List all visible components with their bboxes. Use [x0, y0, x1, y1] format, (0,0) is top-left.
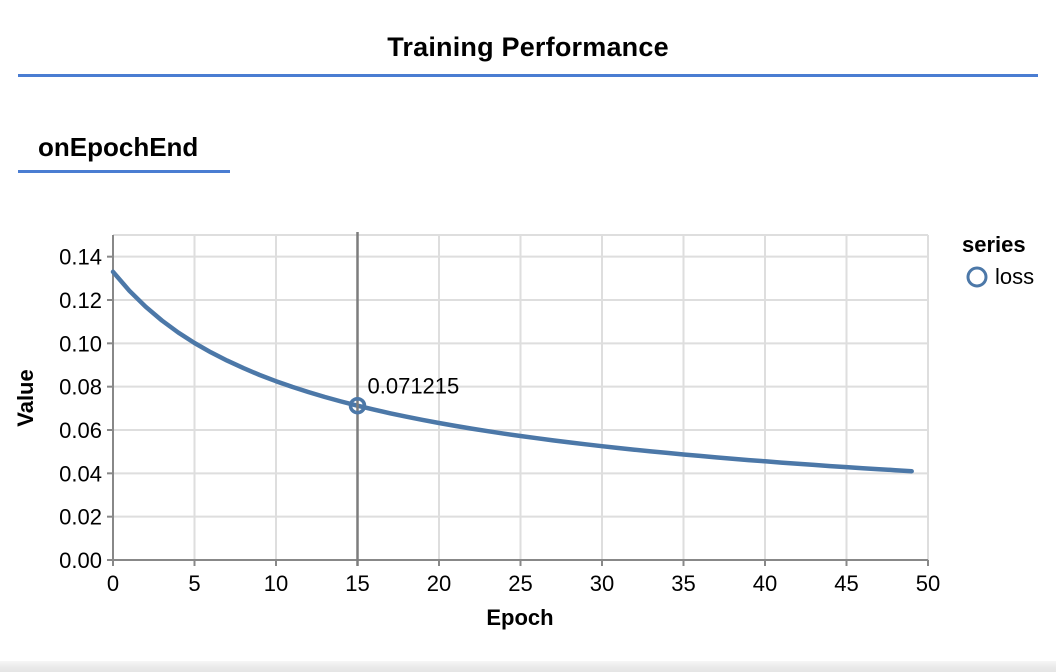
- legend-title: series: [962, 232, 1026, 257]
- series-layer: [110, 269, 914, 474]
- x-tick-label: 25: [508, 571, 532, 596]
- x-axis-title: Epoch: [486, 605, 553, 630]
- x-tick-label: 0: [107, 571, 119, 596]
- y-axis-title: Value: [13, 369, 38, 426]
- x-tick-label: 5: [188, 571, 200, 596]
- y-tick-label: 0.10: [59, 331, 102, 356]
- x-tick-label: 15: [345, 571, 369, 596]
- y-tick-label: 0.00: [59, 548, 102, 573]
- section-heading: onEpochEnd: [38, 132, 199, 162]
- hover-layer: [348, 232, 367, 566]
- x-tick-label: 50: [916, 571, 940, 596]
- loss-line: [110, 269, 914, 474]
- legend-loss-symbol-icon: [966, 266, 988, 288]
- title-rule: [18, 74, 1038, 77]
- y-tick-label: 0.14: [59, 245, 102, 270]
- plot-area[interactable]: [113, 235, 928, 560]
- y-tick-label: 0.12: [59, 288, 102, 313]
- legend-loss-label: loss: [995, 264, 1034, 289]
- section-underline: [18, 170, 230, 173]
- grid-layer: [113, 234, 929, 560]
- y-tick-label: 0.08: [59, 375, 102, 400]
- tooltip-value-label: 0.071215: [368, 374, 460, 399]
- x-tick-label: 45: [834, 571, 858, 596]
- axis-layer: 0 5 10 15 20 25 30 35 40 45 50 0.00 0.02 0.04 0.06 0.08…: [59, 235, 940, 596]
- y-tick-label: 0.06: [59, 418, 102, 443]
- legend: series loss: [962, 232, 1034, 289]
- y-tick-label: 0.02: [59, 505, 102, 530]
- x-tick-label: 30: [590, 571, 614, 596]
- x-tick-label: 10: [264, 571, 288, 596]
- panel-title: Training Performance: [387, 32, 669, 62]
- y-tick-label: 0.04: [59, 461, 102, 486]
- x-tick-label: 20: [427, 571, 451, 596]
- highlight-point-marker: [348, 396, 367, 415]
- visor-bottom-edge: [0, 661, 1056, 672]
- x-tick-label: 40: [753, 571, 777, 596]
- x-tick-label: 35: [671, 571, 695, 596]
